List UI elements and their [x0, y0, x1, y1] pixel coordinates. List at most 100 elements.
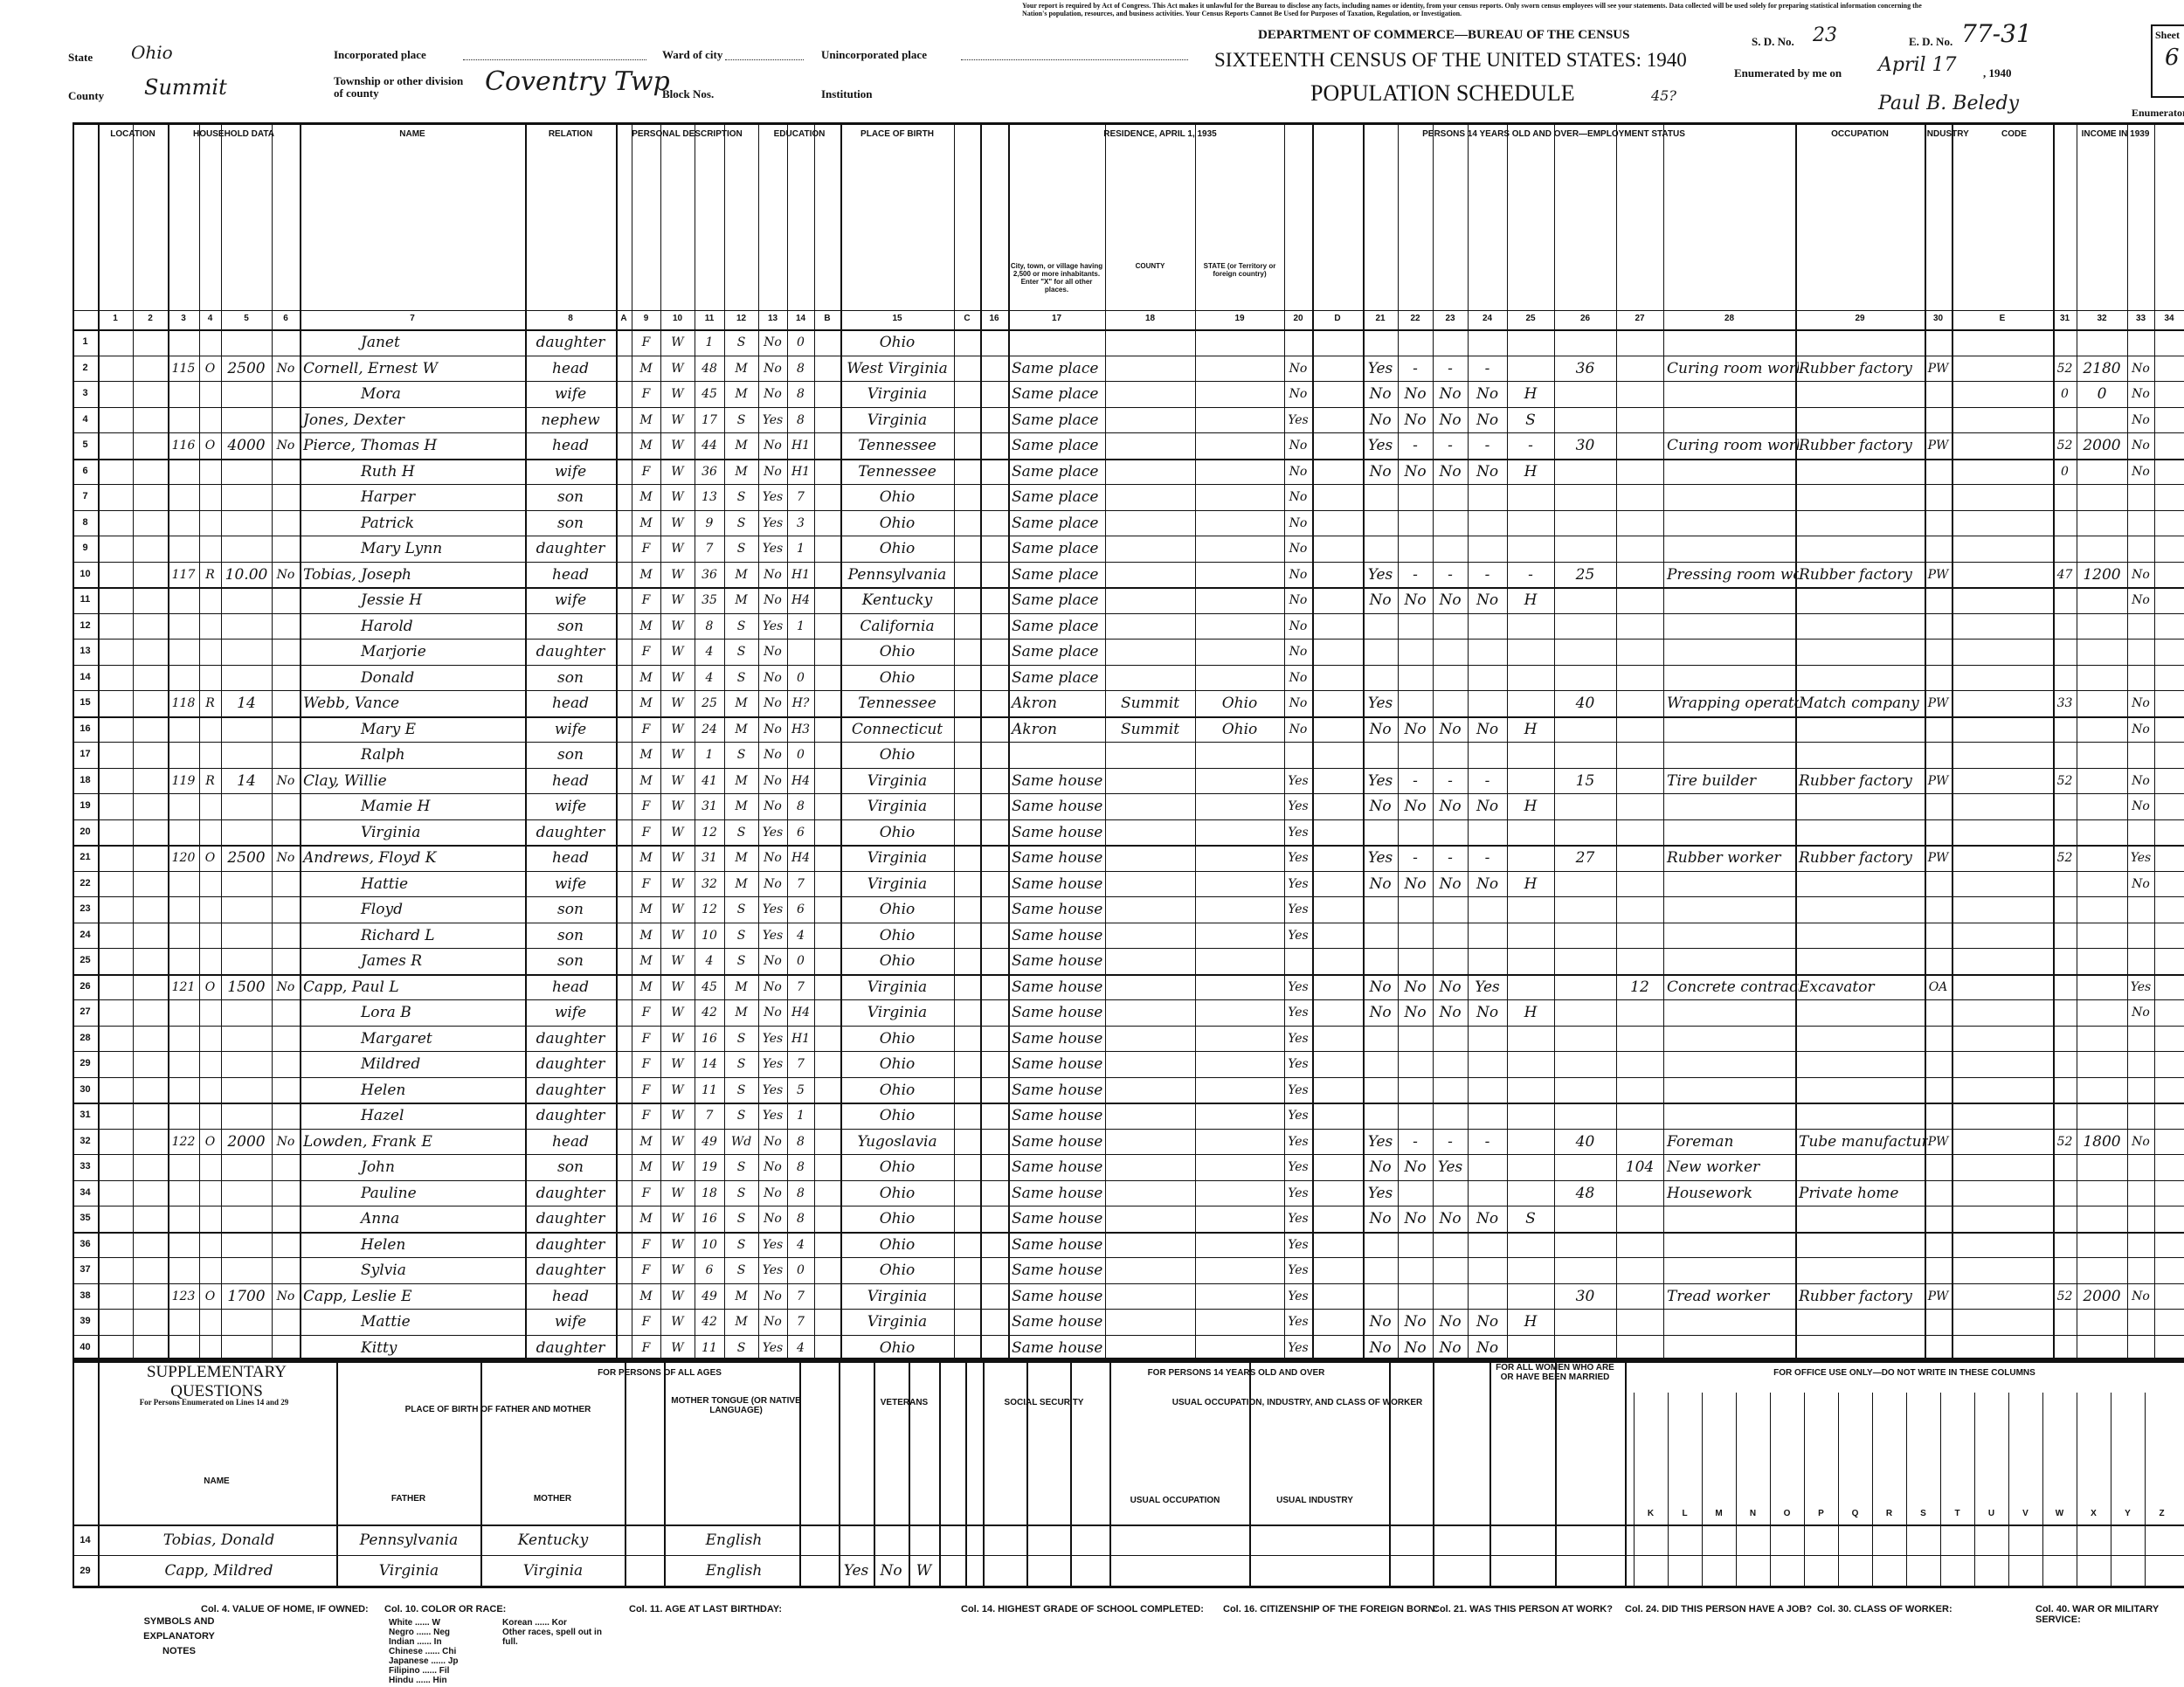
- cell-farm35: Yes: [1288, 1006, 1309, 1020]
- cell-sch: No: [764, 748, 782, 762]
- cell-sex: F: [641, 387, 651, 401]
- office-column-letter: R: [1885, 1509, 1893, 1518]
- cell-birth: Ohio: [879, 668, 916, 687]
- row-rule: [73, 973, 2184, 976]
- line-number: 29: [79, 1058, 91, 1068]
- cell-rel: son: [557, 926, 584, 944]
- line-number: 15: [79, 697, 91, 708]
- cell-race: W: [671, 412, 684, 427]
- column-number: 14: [795, 314, 806, 323]
- cell-mar: M: [735, 773, 748, 788]
- cell-job: -: [1484, 359, 1490, 377]
- line-number: 3: [82, 388, 88, 398]
- cell-res: Same place: [1012, 565, 1099, 584]
- cell-age: 41: [702, 773, 717, 788]
- cell-name: Andrews, Floyd K: [303, 849, 437, 867]
- cell-farm: No: [276, 773, 295, 788]
- row-rule: [73, 458, 2184, 460]
- cell-farm35: Yes: [1288, 1031, 1309, 1046]
- cell-wk: 0: [2061, 464, 2069, 479]
- notes-title: SYMBOLS AND EXPLANATORY NOTES: [143, 1616, 215, 1656]
- cell-birth: Yugoslavia: [857, 1132, 937, 1151]
- cell-res: Same house: [1012, 1029, 1103, 1047]
- supp-cell-vet2: No: [880, 1562, 902, 1580]
- cell-hours: 27: [1575, 849, 1595, 867]
- cell-mar: S: [736, 1082, 746, 1097]
- column-number: 26: [1579, 314, 1591, 323]
- supp-cell-father: Pennsylvania: [359, 1531, 459, 1549]
- cell-mar: M: [735, 1006, 748, 1020]
- cell-age: 9: [705, 515, 714, 530]
- cell-sex: M: [639, 361, 653, 376]
- cell-res: Same house: [1012, 1287, 1103, 1305]
- cell-hours: 15: [1575, 771, 1595, 790]
- cell-grade: H4: [791, 593, 811, 607]
- office-column-letter: T: [1954, 1509, 1960, 1518]
- ed-value: 77-31: [1961, 19, 2032, 48]
- veterans-label: VETERANS: [880, 1398, 929, 1407]
- office-column-letter: X: [2091, 1509, 2097, 1518]
- ward-label: Ward of city: [662, 48, 723, 61]
- cell-sex: M: [639, 696, 653, 710]
- cell-grade: 7: [797, 1057, 805, 1071]
- supp-cell-tongue: English: [705, 1562, 763, 1580]
- cell-age: 36: [702, 464, 717, 479]
- cell-birth: Ohio: [879, 514, 916, 532]
- supp-cell-mother: Virginia: [522, 1562, 584, 1580]
- line-number: 26: [79, 980, 91, 992]
- supp-cell-name: Capp, Mildred: [164, 1562, 273, 1580]
- column-number: B: [824, 314, 831, 323]
- cell-farm35: Yes: [1288, 773, 1309, 788]
- cell-sch: No: [764, 1186, 782, 1200]
- cell-mar: M: [735, 851, 748, 865]
- cell-own: O: [204, 979, 216, 994]
- cell-rel: head: [551, 771, 590, 790]
- cell-race: W: [671, 361, 684, 376]
- cell-race: W: [671, 696, 684, 710]
- cell-res: Same house: [1012, 1004, 1103, 1021]
- cell-name: Capp, Leslie E: [303, 1287, 412, 1305]
- line-number: 30: [79, 1083, 91, 1095]
- cell-name: Hattie: [361, 875, 409, 893]
- cell-wk: 33: [2056, 696, 2073, 710]
- office-column-letter: S: [1920, 1509, 1926, 1518]
- cell-job: -: [1484, 1132, 1490, 1151]
- cell-res: Akron: [1012, 695, 1057, 712]
- cell-sex: F: [641, 1031, 651, 1046]
- cell-farm35: Yes: [1288, 1237, 1309, 1252]
- cell-occ: Curing room worker: [1667, 359, 1799, 377]
- cell-age: 16: [702, 1212, 717, 1226]
- cell-sch: Yes: [762, 1031, 784, 1046]
- cell-birth: Ohio: [879, 540, 916, 557]
- row-rule: [73, 122, 2184, 125]
- cell-ind: Private home: [1799, 1184, 1899, 1202]
- cell-name: James R: [361, 952, 423, 970]
- row-rule: [73, 639, 2184, 640]
- column-group-header: EDUCATION: [773, 129, 826, 139]
- cell-weeks: 104: [1625, 1158, 1655, 1176]
- cell-rel: head: [551, 695, 590, 712]
- cell-farm35: No: [1289, 593, 1308, 607]
- cell-work: No: [1369, 462, 1392, 481]
- cell-name: Mary E: [361, 720, 417, 738]
- cell-farm35: No: [1289, 645, 1308, 659]
- cell-oth: No: [2132, 412, 2150, 427]
- cell-name: Donald: [361, 668, 415, 687]
- cell-name: Mamie H: [361, 798, 431, 815]
- cell-inc: 0: [2097, 385, 2107, 403]
- cell-race: W: [671, 1237, 684, 1252]
- cell-hh: 116: [171, 439, 196, 453]
- cell-birth: Virginia: [867, 875, 928, 893]
- cell-farm35: Yes: [1288, 1109, 1309, 1123]
- column-number: 11: [704, 314, 715, 323]
- cell-hours: 25: [1575, 565, 1595, 584]
- cell-hh: 115: [171, 361, 196, 376]
- cell-race: W: [671, 1340, 684, 1355]
- supp-rule: [1109, 1358, 1111, 1586]
- cell-birth: Ohio: [879, 1338, 916, 1357]
- cell-birth: California: [860, 617, 935, 635]
- cell-rel: wife: [554, 720, 587, 738]
- cell-rel: son: [557, 488, 584, 506]
- cell-rel: head: [551, 437, 590, 454]
- cell-hours: 30: [1575, 437, 1595, 454]
